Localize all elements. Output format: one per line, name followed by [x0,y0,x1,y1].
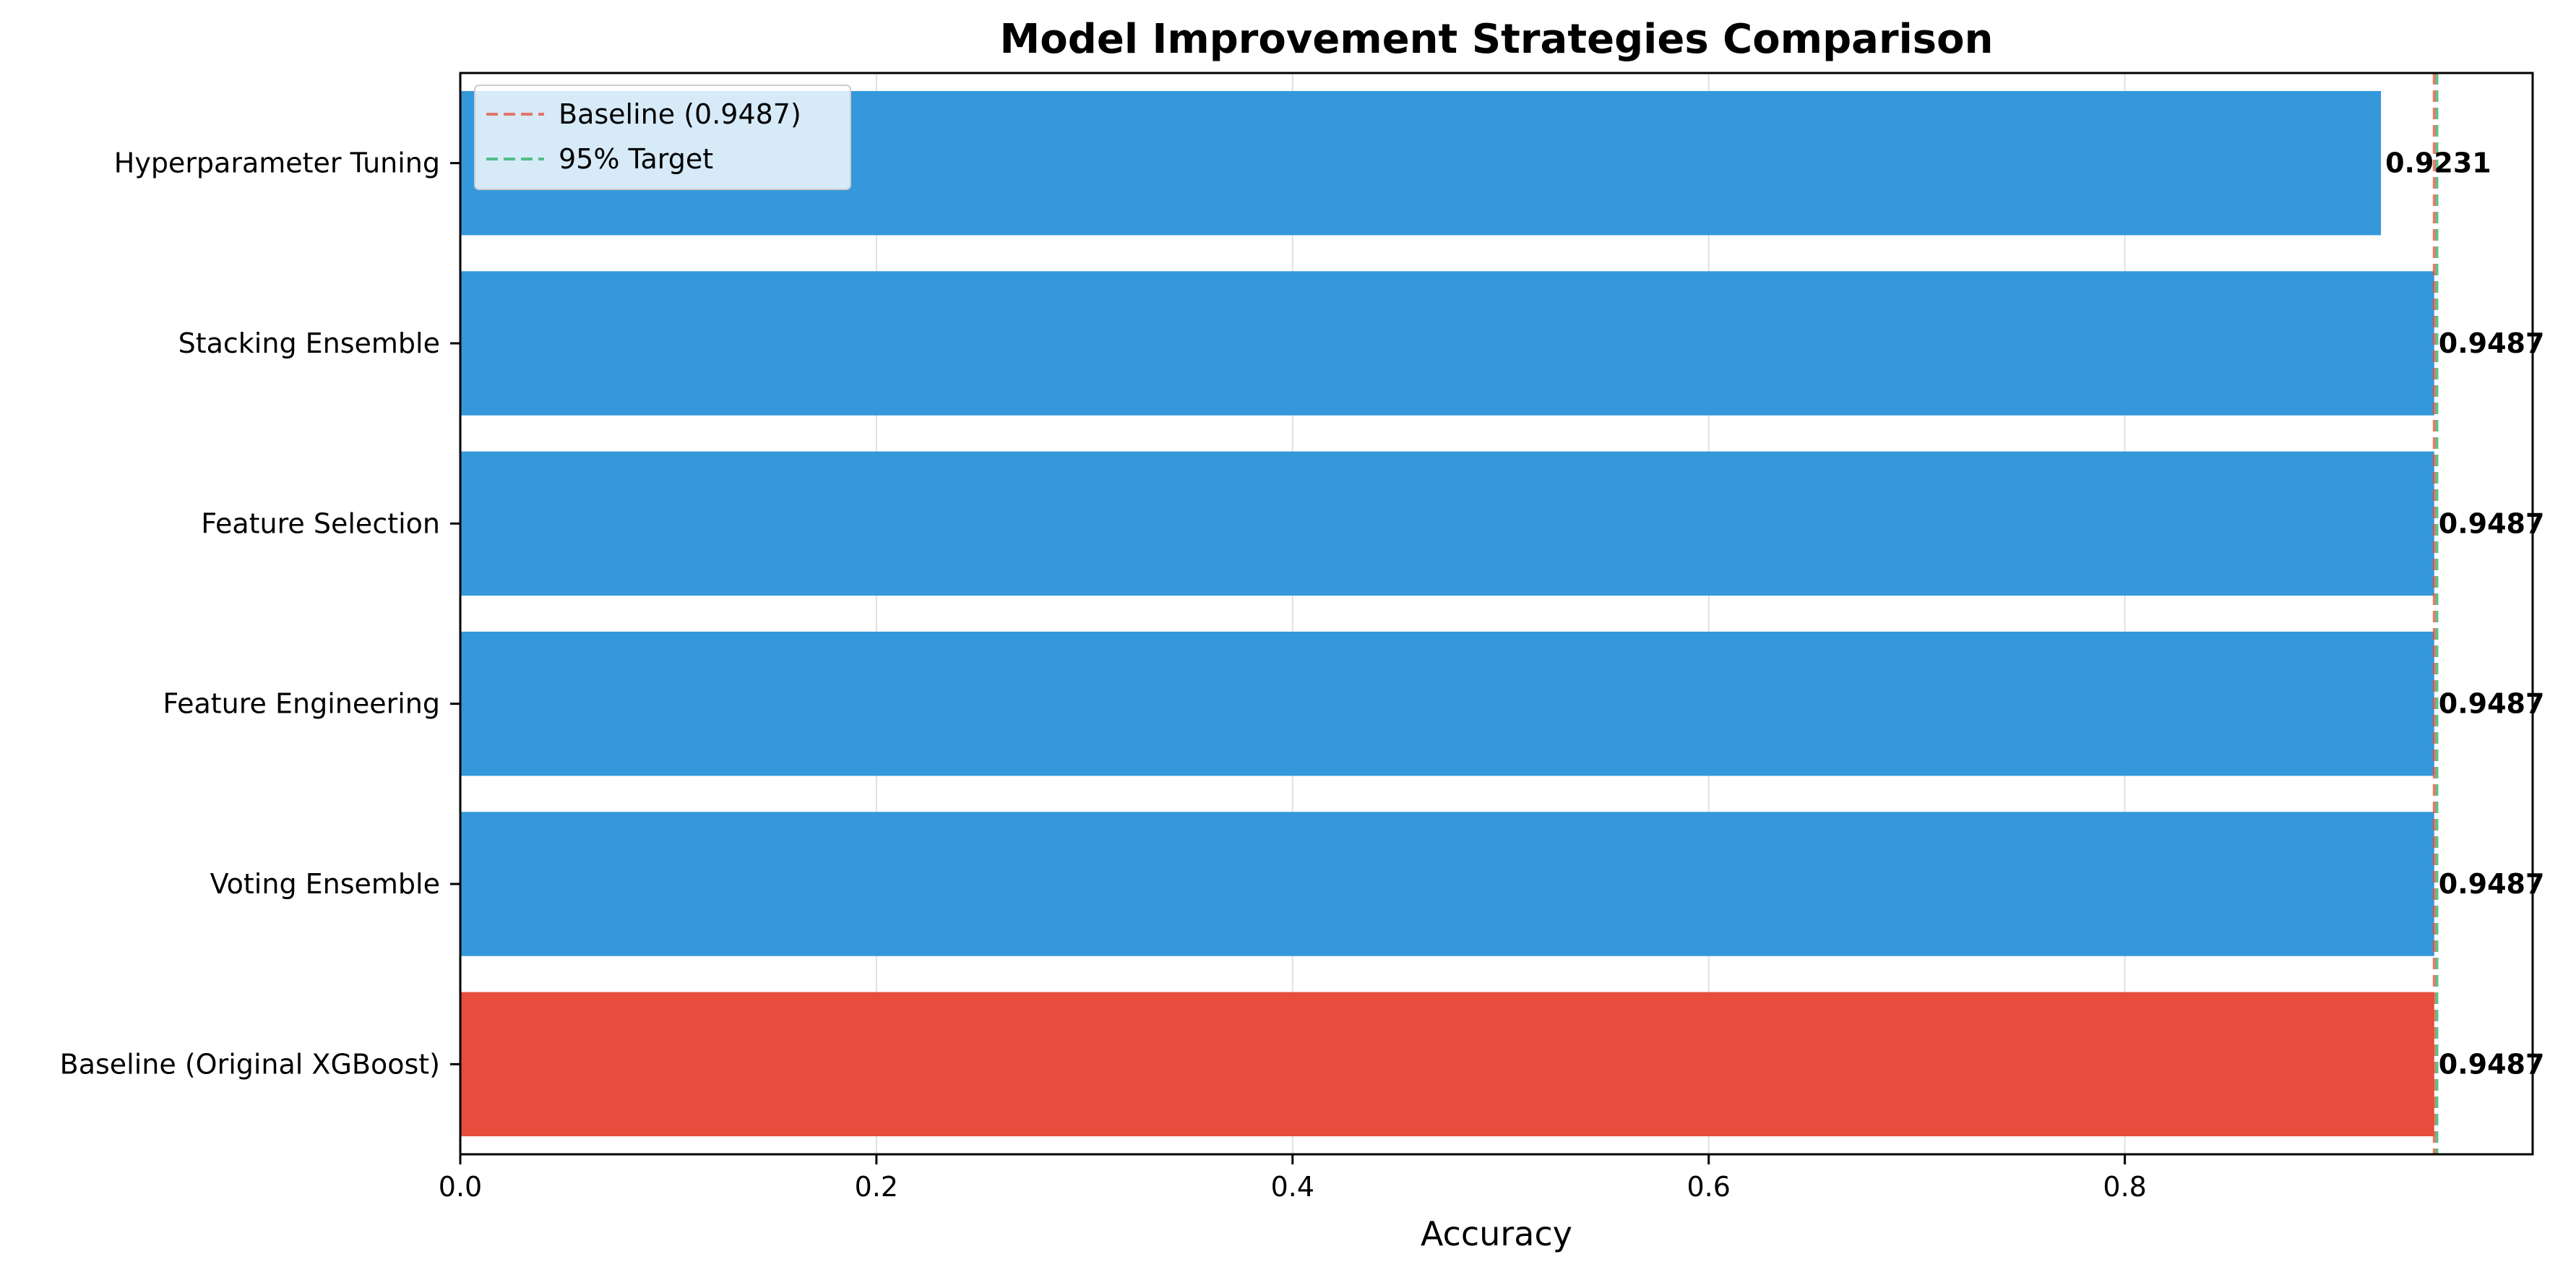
y-tick-label: Voting Ensemble [210,868,440,900]
bar [460,992,2434,1137]
bar [460,271,2434,416]
data-label: 0.9487 [2439,327,2545,359]
x-axis-label: Accuracy [1421,1214,1572,1253]
x-tick-label: 0.4 [1271,1171,1314,1203]
value-labels: 0.9487 0.9487 0.9487 0.9487 0.9487 0.9231 [2385,147,2544,1081]
y-axis-ticks: Baseline (Original XGBoost) Voting Ensemb… [60,147,460,1080]
legend-label: Baseline (0.9487) [559,98,801,130]
plot-frame [459,72,2534,1156]
legend: Baseline (0.9487) 95% Target [474,85,851,190]
x-tick-label: 0.8 [2103,1171,2146,1203]
y-tick-label: Feature Selection [201,507,440,539]
data-label: 0.9487 [2439,1048,2545,1080]
x-axis-ticks: 0.0 0.2 0.4 0.6 0.8 [439,1154,2147,1203]
bar [460,451,2434,596]
data-label: 0.9487 [2439,868,2545,900]
x-tick-label: 0.6 [1687,1171,1730,1203]
legend-label: 95% Target [559,143,713,175]
y-tick-label: Stacking Ensemble [178,327,440,359]
data-label: 0.9487 [2439,688,2545,720]
x-tick-label: 0.0 [439,1171,482,1203]
chart-title: Model Improvement Strategies Comparison [1000,16,1994,63]
bar [460,812,2434,956]
bars [460,90,2434,1137]
data-label: 0.9231 [2385,147,2491,179]
y-tick-label: Feature Engineering [163,688,440,720]
reference-lines [2432,73,2439,1154]
y-tick-label: Baseline (Original XGBoost) [60,1048,440,1080]
bar [460,631,2434,776]
y-tick-label: Hyperparameter Tuning [114,147,440,179]
x-tick-label: 0.2 [855,1171,898,1203]
legend-box [474,85,851,190]
data-label: 0.9487 [2439,507,2545,539]
